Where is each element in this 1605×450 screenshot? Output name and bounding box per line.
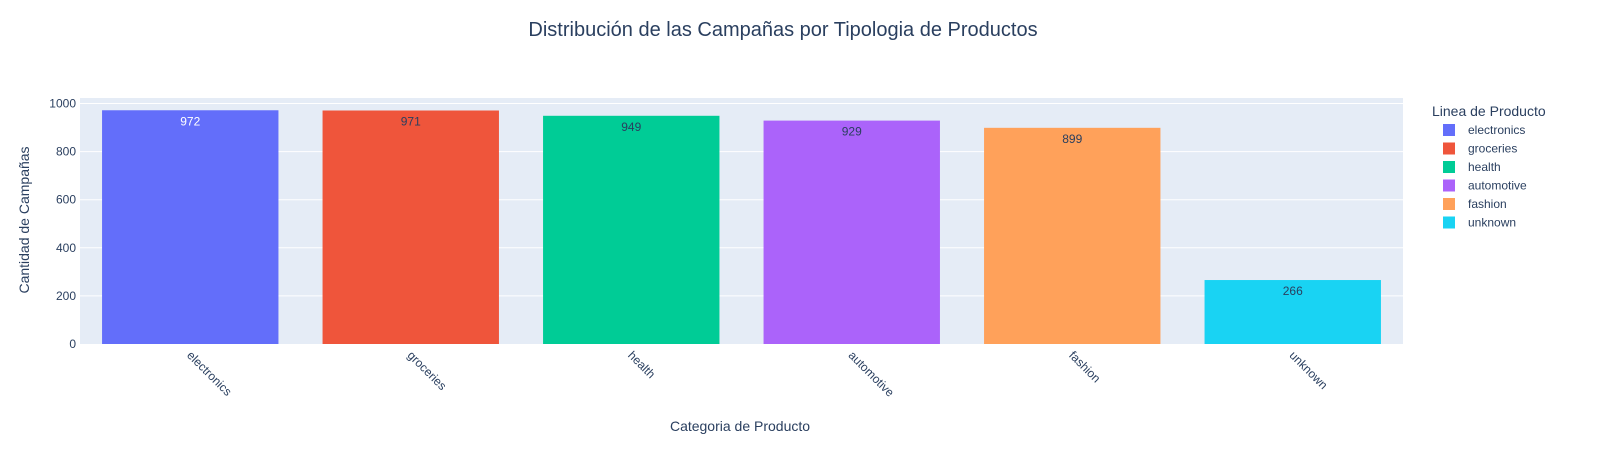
legend-item-fashion[interactable]: fashion [1443,197,1507,211]
bar-unknown[interactable] [1204,280,1381,344]
bar-labels: 972 971 949 929 899 266 [180,114,1303,298]
bars [102,110,1381,345]
x-tick-label: health [625,348,658,381]
y-tick-label: 200 [56,289,76,303]
legend-label: groceries [1468,142,1517,156]
legend-item-health[interactable]: health [1443,160,1501,174]
legend-label: health [1468,160,1501,174]
legend-swatch [1443,124,1455,136]
bar-fashion[interactable] [984,127,1161,345]
x-tick-label: unknown [1287,348,1331,392]
legend-swatch [1443,142,1455,155]
y-axis: 0 200 400 600 800 1000 [49,97,76,351]
chart-title: Distribución de las Campañas por Tipolog… [528,19,1037,41]
legend-swatch [1443,216,1455,229]
bar-value-label: 266 [1283,284,1303,298]
y-tick-label: 600 [56,193,76,207]
legend-label: automotive [1468,179,1527,193]
legend-item-automotive[interactable]: automotive [1443,179,1527,193]
bar-value-label: 972 [180,114,200,128]
y-tick-label: 0 [69,337,76,351]
y-tick-label: 400 [56,241,76,255]
legend-item-electronics[interactable]: electronics [1443,123,1525,137]
bar-automotive[interactable] [763,120,940,345]
y-axis-title: Cantidad de Campañas [16,146,32,293]
bar-groceries[interactable] [322,110,499,345]
y-tick-label: 1000 [49,97,76,111]
legend-label: fashion [1468,197,1507,211]
legend-label: unknown [1468,216,1516,230]
bar-value-label: 929 [842,125,862,139]
legend-swatch [1443,161,1455,173]
bar-electronics[interactable] [102,110,279,344]
x-tick-label: electronics [184,348,234,398]
legend: Linea de Producto electronics groceries he… [1432,103,1546,230]
legend-title: Linea de Producto [1432,103,1546,119]
bar-value-label: 971 [401,115,421,129]
x-tick-label: automotive [846,348,898,400]
legend-label: electronics [1468,123,1525,137]
plot-area [80,98,1403,344]
bar-value-label: 949 [621,120,641,134]
plot-background [80,98,1403,344]
bar-value-label: 899 [1062,132,1082,146]
legend-swatch [1443,179,1455,192]
x-tick-label: fashion [1066,348,1103,385]
bar-health[interactable] [543,115,720,344]
legend-item-groceries[interactable]: groceries [1443,142,1517,156]
x-axis-title: Categoria de Producto [670,418,810,434]
legend-swatch [1443,198,1455,210]
legend-items: electronics groceries health automotive fash… [1443,123,1527,230]
x-tick-label: groceries [405,348,450,393]
x-axis: electronics groceries health automotive fash… [184,348,1330,400]
legend-item-unknown[interactable]: unknown [1443,216,1516,230]
y-tick-label: 800 [56,145,76,159]
